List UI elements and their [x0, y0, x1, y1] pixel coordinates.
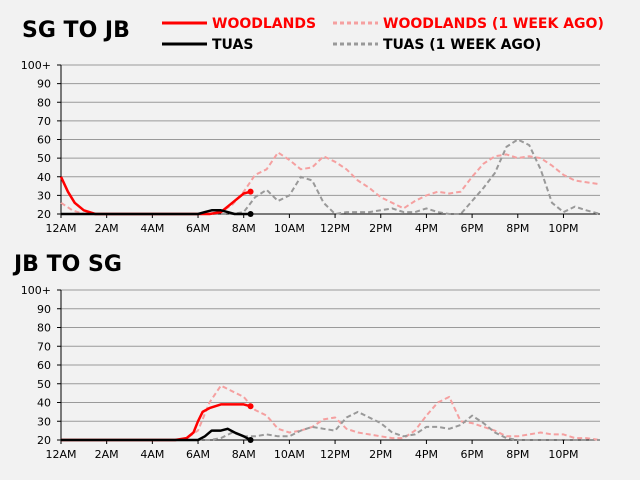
- legend-label-tuas-week-ago: TUAS (1 WEEK AGO): [383, 37, 541, 53]
- x-tick-label: 8AM: [232, 448, 256, 461]
- chart-title: JB TO SG: [12, 252, 122, 277]
- x-tick-label: 12PM: [320, 222, 350, 235]
- x-tick-label: 8AM: [232, 222, 256, 235]
- x-tick-label: 2PM: [369, 222, 392, 235]
- x-tick-label: 2AM: [95, 222, 119, 235]
- x-tick-label: 6AM: [186, 222, 210, 235]
- x-tick-label: 10AM: [274, 222, 305, 235]
- x-tick-label: 2AM: [95, 448, 119, 461]
- y-tick-label: 50: [37, 378, 51, 391]
- series-end-dot-tuas: [247, 211, 254, 217]
- y-tick-label: 80: [37, 96, 51, 109]
- chart-title: SG TO JB: [22, 18, 130, 43]
- series-end-dot-woodlands: [247, 403, 254, 410]
- x-tick-label: 12PM: [320, 448, 350, 461]
- x-tick-label: 6AM: [186, 448, 210, 461]
- x-tick-label: 10AM: [274, 448, 305, 461]
- x-tick-label: 8PM: [506, 448, 529, 461]
- x-tick-label: 4PM: [415, 222, 438, 235]
- x-tick-label: 6PM: [461, 448, 484, 461]
- y-tick-label: 20: [37, 434, 51, 447]
- y-tick-label: 60: [37, 134, 51, 147]
- legend-label-woodlands-week-ago: WOODLANDS (1 WEEK AGO): [383, 16, 604, 32]
- x-tick-label: 4AM: [140, 448, 164, 461]
- y-tick-label: 40: [37, 171, 51, 184]
- chart-sg-to-jb: SG TO JB 20 30 40 50 60 70 80 90 100+ 12AM 2AM 4AM 6…: [21, 18, 601, 235]
- chart-jb-to-sg: JB TO SG 20 30 40 50 60 70 80 90 100+ 12AM 2AM 4AM 6…: [12, 252, 601, 461]
- series-line-woodlands-1-week-ago: [60, 151, 601, 215]
- legend-label-tuas: TUAS: [212, 37, 253, 53]
- legend: WOODLANDS WOODLANDS (1 WEEK AGO) TUAS TU…: [162, 16, 604, 53]
- y-tick-label: 30: [37, 189, 51, 202]
- x-tick-label: 2PM: [369, 448, 392, 461]
- y-tick-label: 80: [37, 322, 51, 335]
- x-tick-label: 10PM: [548, 222, 578, 235]
- x-tick-label: 8PM: [506, 222, 529, 235]
- y-tick-label: 90: [37, 303, 51, 316]
- x-tick-label: 12AM: [45, 222, 76, 235]
- y-tick-label: 50: [37, 152, 51, 165]
- y-tick-label: 100+: [21, 59, 51, 72]
- x-tick-label: 4AM: [140, 222, 164, 235]
- y-tick-label: 70: [37, 340, 51, 353]
- legend-label-woodlands: WOODLANDS: [212, 16, 316, 32]
- x-tick-label: 4PM: [415, 448, 438, 461]
- series-line-tuas-1-week-ago: [61, 410, 600, 441]
- y-tick-label: 90: [37, 78, 51, 91]
- y-tick-label: 70: [37, 115, 51, 128]
- x-tick-label: 6PM: [461, 222, 484, 235]
- series-end-dot-woodlands: [247, 188, 254, 195]
- x-tick-label: 12AM: [45, 448, 76, 461]
- y-tick-label: 40: [37, 397, 51, 410]
- x-tick-label: 10PM: [548, 448, 578, 461]
- series-line-woodlands: [61, 403, 251, 442]
- series-line-tuas: [61, 209, 251, 216]
- y-tick-label: 20: [37, 208, 51, 221]
- y-tick-label: 30: [37, 415, 51, 428]
- series-line-tuas: [61, 427, 252, 442]
- y-tick-label: 100+: [21, 284, 51, 297]
- y-tick-label: 60: [37, 359, 51, 372]
- series-end-dot-tuas: [247, 437, 254, 443]
- series-line-woodlands-1-week-ago: [61, 384, 601, 441]
